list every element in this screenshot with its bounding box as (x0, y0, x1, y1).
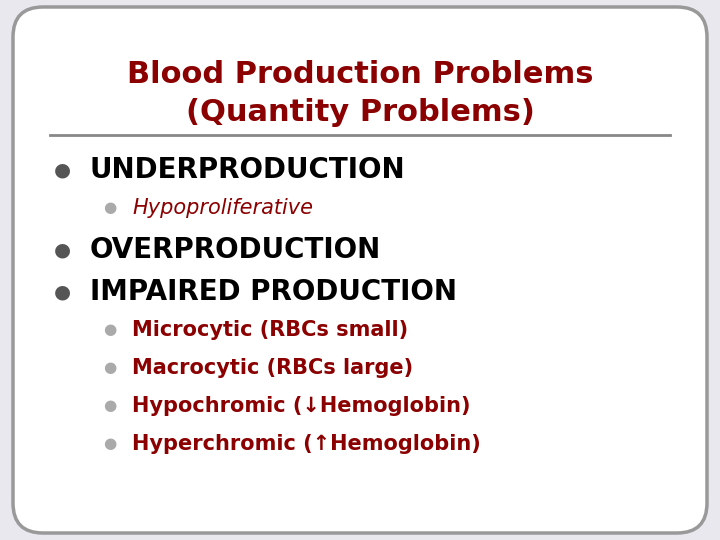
Text: ●: ● (53, 160, 71, 179)
Text: ●: ● (104, 322, 117, 338)
Text: ●: ● (104, 200, 117, 215)
Text: ●: ● (53, 282, 71, 301)
Text: Hypoproliferative: Hypoproliferative (132, 198, 313, 218)
Text: ●: ● (104, 436, 117, 451)
Text: Hypochromic (↓Hemoglobin): Hypochromic (↓Hemoglobin) (132, 396, 470, 416)
Text: (Quantity Problems): (Quantity Problems) (186, 98, 534, 127)
Text: IMPAIRED PRODUCTION: IMPAIRED PRODUCTION (90, 278, 457, 306)
Text: ●: ● (53, 240, 71, 260)
Text: ●: ● (104, 399, 117, 414)
Text: Macrocytic (RBCs large): Macrocytic (RBCs large) (132, 358, 413, 378)
FancyBboxPatch shape (13, 7, 707, 533)
Text: OVERPRODUCTION: OVERPRODUCTION (90, 236, 382, 264)
Text: UNDERPRODUCTION: UNDERPRODUCTION (90, 156, 405, 184)
Text: ●: ● (104, 361, 117, 375)
Text: Blood Production Problems: Blood Production Problems (127, 60, 593, 89)
Text: Microcytic (RBCs small): Microcytic (RBCs small) (132, 320, 408, 340)
Text: Hyperchromic (↑Hemoglobin): Hyperchromic (↑Hemoglobin) (132, 434, 481, 454)
